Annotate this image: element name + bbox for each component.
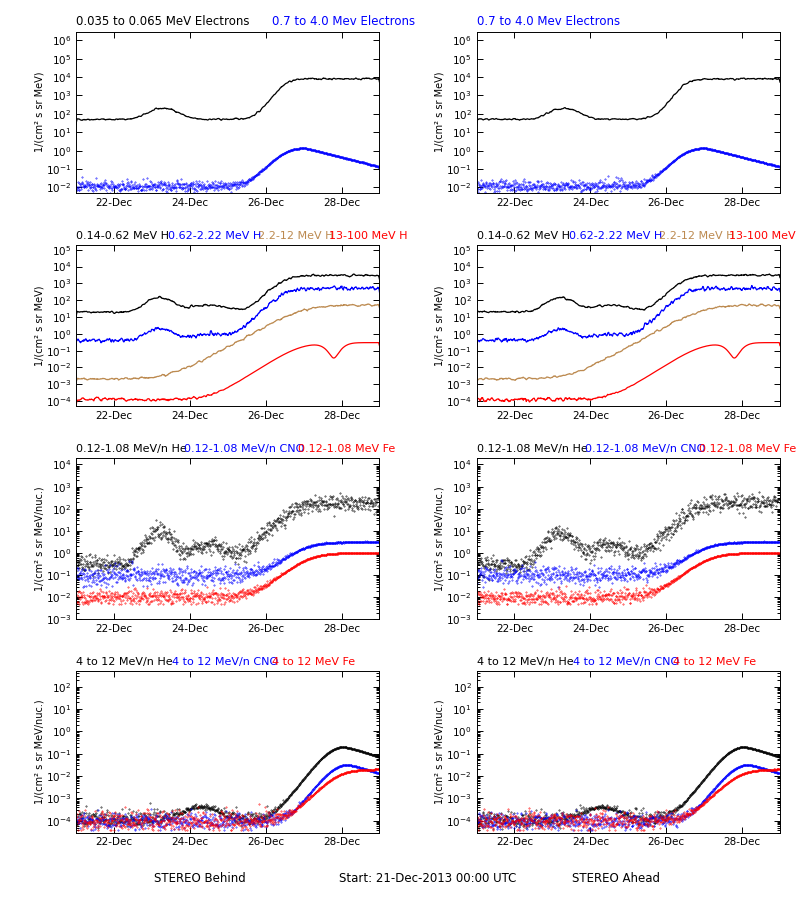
Text: 0.035 to 0.065 MeV Electrons: 0.035 to 0.065 MeV Electrons (76, 15, 250, 28)
Text: 13-100 MeV H: 13-100 MeV H (730, 231, 800, 241)
Y-axis label: 1/(cm² s sr MeV/nuc.): 1/(cm² s sr MeV/nuc.) (34, 699, 44, 804)
Text: 0.12-1.08 MeV Fe: 0.12-1.08 MeV Fe (699, 445, 796, 455)
Text: Start: 21-Dec-2013 00:00 UTC: Start: 21-Dec-2013 00:00 UTC (339, 872, 517, 885)
Text: STEREO Behind: STEREO Behind (154, 872, 246, 885)
Text: 0.7 to 4.0 Mev Electrons: 0.7 to 4.0 Mev Electrons (272, 15, 415, 28)
Text: 13-100 MeV H: 13-100 MeV H (329, 231, 407, 241)
Y-axis label: 1/(cm² s sr MeV/nuc.): 1/(cm² s sr MeV/nuc.) (34, 486, 44, 591)
Text: 0.14-0.62 MeV H: 0.14-0.62 MeV H (76, 231, 169, 241)
Y-axis label: 1/(cm² s sr MeV/nuc.): 1/(cm² s sr MeV/nuc.) (435, 486, 445, 591)
Y-axis label: 1/(cm² s sr MeV): 1/(cm² s sr MeV) (434, 285, 445, 365)
Text: 0.62-2.22 MeV H: 0.62-2.22 MeV H (569, 231, 662, 241)
Text: 0.12-1.08 MeV/n CNO: 0.12-1.08 MeV/n CNO (585, 445, 705, 455)
Text: 0.7 to 4.0 Mev Electrons: 0.7 to 4.0 Mev Electrons (477, 15, 620, 28)
Text: 0.12-1.08 MeV/n He: 0.12-1.08 MeV/n He (477, 445, 587, 455)
Text: 4 to 12 MeV/n CNO: 4 to 12 MeV/n CNO (573, 657, 679, 668)
Text: 2.2-12 MeV H: 2.2-12 MeV H (258, 231, 334, 241)
Text: 0.62-2.22 MeV H: 0.62-2.22 MeV H (168, 231, 262, 241)
Text: 0.12-1.08 MeV/n He: 0.12-1.08 MeV/n He (76, 445, 186, 455)
Text: 0.12-1.08 MeV Fe: 0.12-1.08 MeV Fe (298, 445, 396, 455)
Text: 4 to 12 MeV Fe: 4 to 12 MeV Fe (272, 657, 355, 668)
Text: 2.2-12 MeV H: 2.2-12 MeV H (659, 231, 734, 241)
Y-axis label: 1/(cm² s sr MeV/nuc.): 1/(cm² s sr MeV/nuc.) (434, 699, 445, 804)
Y-axis label: 1/(cm² s sr MeV): 1/(cm² s sr MeV) (34, 285, 44, 365)
Text: 4 to 12 MeV/n He: 4 to 12 MeV/n He (477, 657, 573, 668)
Y-axis label: 1/(cm² s sr MeV): 1/(cm² s sr MeV) (435, 72, 445, 152)
Text: 4 to 12 MeV/n CNO: 4 to 12 MeV/n CNO (172, 657, 278, 668)
Text: 4 to 12 MeV/n He: 4 to 12 MeV/n He (76, 657, 173, 668)
Text: 0.14-0.62 MeV H: 0.14-0.62 MeV H (477, 231, 570, 241)
Y-axis label: 1/(cm² s sr MeV): 1/(cm² s sr MeV) (34, 72, 44, 152)
Text: 4 to 12 MeV Fe: 4 to 12 MeV Fe (673, 657, 756, 668)
Text: STEREO Ahead: STEREO Ahead (572, 872, 660, 885)
Text: 0.12-1.08 MeV/n CNO: 0.12-1.08 MeV/n CNO (184, 445, 304, 455)
